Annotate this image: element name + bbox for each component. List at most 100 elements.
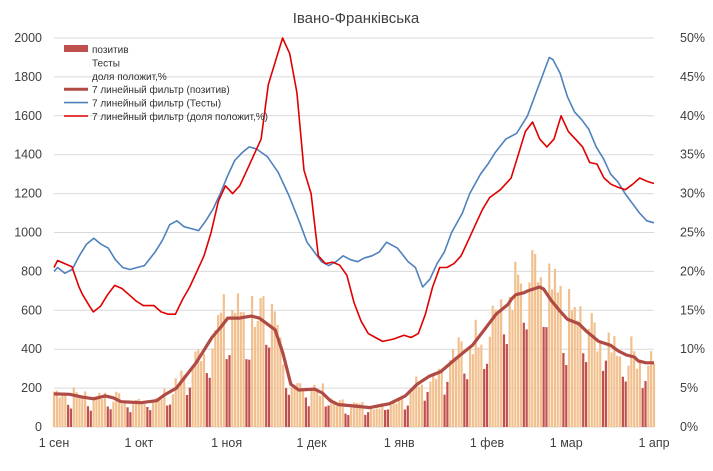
positive-bar <box>194 351 197 427</box>
right-axis-ticks: 0% 5% 10% 15% 20% 25% 30% 35% 40% 45% 50% <box>680 31 705 434</box>
positive-bar <box>412 388 415 427</box>
positive-bar <box>604 360 607 427</box>
positive-bar <box>531 250 534 427</box>
positive-bar <box>239 312 242 427</box>
positive-bar <box>202 353 206 427</box>
positive-bar <box>106 406 109 427</box>
positive-bar <box>316 388 319 427</box>
positive-bar <box>134 400 138 427</box>
positive-bar <box>468 346 472 427</box>
right-tick-label: 0% <box>680 420 698 434</box>
positive-bar <box>497 310 500 427</box>
positive-bar <box>355 402 358 427</box>
positive-bar <box>502 334 506 427</box>
left-tick-label: 200 <box>21 381 42 395</box>
positive-bar <box>644 381 647 427</box>
positive-bar <box>534 253 537 427</box>
left-tick-label: 0 <box>35 420 42 434</box>
legend-label: 7 линейный фильтр (Тесты) <box>92 98 221 110</box>
positive-bar <box>607 332 610 427</box>
positive-bar <box>361 401 364 427</box>
positive-bar <box>211 348 214 427</box>
positive-bar <box>78 395 81 427</box>
positive-bar <box>293 385 296 427</box>
x-tick-label: 1 фев <box>470 436 505 450</box>
positive-bar <box>151 402 155 427</box>
positive-bar <box>55 390 58 427</box>
positive-bar <box>101 399 104 427</box>
positive-bar <box>304 397 307 427</box>
positive-bar <box>621 376 624 427</box>
positive-bar <box>140 403 143 427</box>
positive-bar <box>61 395 64 427</box>
left-tick-label: 1200 <box>14 187 42 201</box>
positive-bar <box>299 383 302 427</box>
positive-bar <box>225 359 228 427</box>
positive-bar <box>214 330 217 427</box>
positive-bar <box>423 400 426 427</box>
positive-bar <box>123 400 126 427</box>
legend-label: доля положит,% <box>92 72 167 83</box>
left-tick-label: 800 <box>21 264 42 278</box>
positive-bar <box>652 363 656 427</box>
positive-bar <box>601 370 605 427</box>
positive-bar <box>157 399 160 427</box>
positive-bar <box>454 358 457 427</box>
positive-bar <box>185 394 189 427</box>
positive-bar <box>641 388 644 427</box>
right-tick-label: 5% <box>680 381 698 395</box>
right-tick-label: 50% <box>680 31 705 45</box>
x-tick-label: 1 сен <box>39 436 70 450</box>
positive-bar <box>630 336 633 427</box>
positive-bar <box>567 289 571 427</box>
positive-bar <box>375 408 378 427</box>
share-ma-line <box>53 37 655 343</box>
positive-bar <box>143 404 146 427</box>
positive-bar <box>395 403 398 427</box>
right-tick-label: 40% <box>680 109 705 123</box>
positive-bar <box>273 311 276 427</box>
positive-bar <box>183 375 186 427</box>
positive-bar <box>443 394 446 427</box>
positive-bar <box>219 312 223 427</box>
positive-bar <box>313 384 316 427</box>
legend-label: 7 линейный фильтр (доля положит,%) <box>92 111 268 123</box>
positive-bar <box>596 351 599 427</box>
positive-bar <box>197 349 200 427</box>
positive-bar <box>86 406 90 427</box>
positive-bar <box>477 347 480 427</box>
positive-bar <box>310 388 313 427</box>
positive-bar <box>548 263 551 427</box>
positive-bar <box>627 365 630 427</box>
positive-bar <box>593 322 596 427</box>
positive-bar <box>256 320 259 427</box>
positive-bar <box>160 399 163 427</box>
positive-bar <box>287 394 291 427</box>
right-tick-label: 20% <box>680 264 705 278</box>
positive-bar <box>265 344 268 427</box>
positive-bar <box>587 328 591 427</box>
positive-bar <box>174 378 177 427</box>
positive-bar <box>307 406 310 427</box>
left-tick-label: 1800 <box>14 70 42 84</box>
positive-bar <box>610 352 613 427</box>
positive-bar <box>565 365 568 427</box>
positive-bar <box>403 409 407 427</box>
positive-bar <box>545 327 548 427</box>
right-tick-label: 10% <box>680 342 705 356</box>
positive-bar <box>347 415 350 427</box>
positive-bar <box>522 322 525 427</box>
positive-bar <box>613 335 616 427</box>
positive-bar <box>582 353 585 427</box>
left-tick-label: 1600 <box>14 109 42 123</box>
positive-bar <box>449 360 452 427</box>
positive-bar <box>372 409 375 427</box>
positive-bar <box>72 387 75 427</box>
positive-bar <box>389 405 392 427</box>
positive-bar <box>234 312 237 427</box>
positive-bar <box>618 356 622 427</box>
positive-bar <box>338 400 341 427</box>
positive-bar <box>505 344 508 427</box>
